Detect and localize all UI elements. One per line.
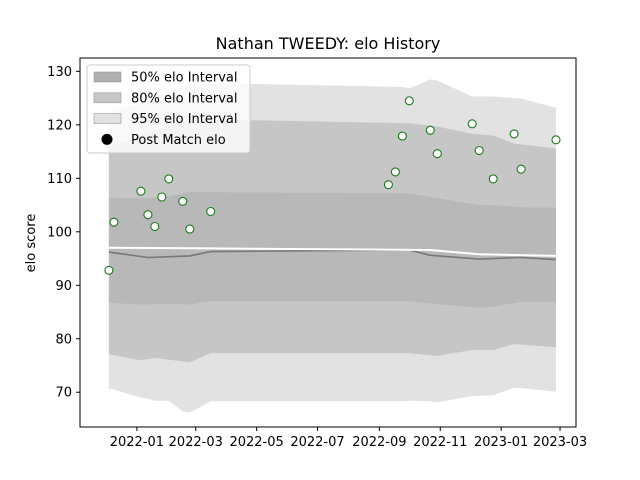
y-tick-label: 120 (47, 118, 72, 133)
legend-swatch-50-elo-interval (93, 71, 122, 83)
legend-marker-post-match-elo (101, 133, 113, 145)
white-reference-line (108, 246, 557, 257)
post-match-elo-point (143, 210, 153, 220)
post-match-elo-point (432, 149, 442, 159)
post-match-elo-point (404, 96, 414, 106)
plot-frame (79, 57, 577, 428)
post-match-elo-point (206, 206, 216, 217)
post-match-elo-point (157, 192, 167, 202)
legend-label-95-elo-interval: 95% elo Interval (131, 112, 238, 127)
post-match-points (104, 96, 561, 275)
legend-swatch-80-elo-interval (93, 92, 122, 104)
legend-label-post-match-elo: Post Match elo (131, 133, 226, 148)
y-tick-label: 80 (55, 332, 72, 347)
chart-title: Nathan TWEEDY: elo History (216, 34, 441, 53)
y-axis-ticks: 70 80 90 100 110 120 130 (47, 65, 80, 401)
y-tick-label: 110 (47, 172, 72, 187)
post-match-elo-point (488, 174, 498, 184)
mean-lines (108, 246, 557, 261)
x-axis-ticks: 2022-01 2022-03 2022-05 2022-07 2022-09 2022-… (110, 427, 587, 450)
legend-label-80-elo-interval: 80% elo Interval (131, 91, 238, 106)
post-match-elo-point (109, 217, 119, 227)
legend-swatch-95-elo-interval (93, 113, 122, 124)
post-match-elo-point (474, 145, 484, 156)
x-tick-label: 2022-03 (169, 435, 223, 450)
x-tick-label: 2022-05 (229, 435, 283, 450)
x-tick-label: 2022-09 (352, 435, 406, 450)
post-match-elo-point (150, 221, 160, 232)
post-match-elo-point (104, 265, 114, 275)
post-match-elo-point (185, 224, 195, 234)
post-match-elo-point (509, 129, 519, 139)
post-match-elo-point (425, 125, 435, 135)
post-match-elo-point (516, 164, 526, 174)
post-match-elo-point (551, 135, 561, 145)
y-tick-label: 100 (47, 225, 72, 240)
post-match-elo-point (383, 180, 393, 190)
post-match-elo-point (467, 119, 477, 129)
legend: 50% elo Interval 80% elo Interval 95% elo … (86, 64, 251, 154)
x-tick-label: 2023-03 (533, 435, 587, 450)
x-tick-label: 2022-01 (110, 435, 164, 450)
y-tick-label: 130 (47, 65, 72, 80)
x-tick-label: 2023-01 (474, 435, 528, 450)
post-match-elo-point (178, 196, 188, 206)
legend-label-50-elo-interval: 50% elo Interval (131, 71, 238, 86)
y-tick-label: 90 (55, 279, 72, 294)
post-match-elo-point (164, 174, 174, 184)
post-match-elo-point (390, 167, 400, 177)
interval-bands (108, 79, 557, 413)
post-match-elo-point (397, 131, 407, 141)
y-tick-label: 70 (55, 386, 72, 401)
x-tick-label: 2022-11 (413, 435, 467, 450)
y-axis-label: elo score (24, 214, 39, 273)
x-tick-label: 2022-07 (290, 435, 344, 450)
post-match-elo-point (136, 186, 146, 196)
legend-box (86, 64, 251, 154)
